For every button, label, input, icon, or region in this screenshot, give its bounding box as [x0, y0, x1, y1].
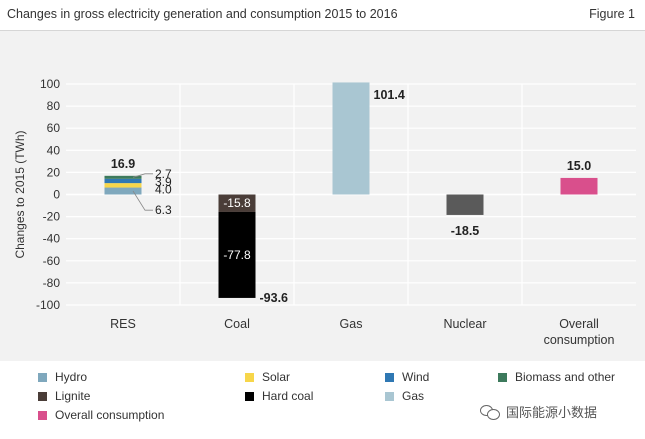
bar-lignite — [218, 194, 256, 212]
y-tick-label: 80 — [47, 99, 61, 113]
legend-item: Hard coal — [245, 389, 313, 403]
y-tick-label: -40 — [43, 232, 61, 246]
watermark: 国际能源小数据 — [480, 402, 597, 421]
data-label-res-total: 16.9 — [111, 157, 135, 171]
x-tick-label: Gas — [340, 317, 363, 331]
bar-solar — [104, 183, 142, 188]
legend-label: Gas — [402, 389, 425, 403]
legend-swatch — [38, 410, 47, 420]
legend-item: Overall consumption — [38, 408, 164, 422]
legend-swatch — [38, 372, 47, 382]
figure-number: Figure 1 — [589, 7, 635, 21]
x-tick-label: Nuclear — [443, 317, 486, 331]
legend-item: Biomass and other — [498, 370, 615, 384]
y-tick-label: 0 — [53, 188, 60, 202]
y-tick-label: -20 — [43, 210, 61, 224]
legend-swatch — [38, 391, 47, 401]
data-label-gas: 101.4 — [374, 88, 405, 102]
callout-line — [132, 173, 153, 178]
callout-line — [132, 190, 153, 211]
legend-swatch — [245, 391, 254, 401]
legend-item: Hydro — [38, 370, 87, 384]
legend-swatch — [498, 372, 507, 382]
wechat-icon — [480, 404, 500, 420]
bar-nuclear — [446, 194, 484, 215]
legend-swatch — [385, 391, 394, 401]
legend-item: Gas — [385, 389, 424, 403]
title-bar: Changes in gross electricity generation … — [0, 0, 645, 31]
data-label-hydro: 6.3 — [155, 203, 172, 217]
legend-item: Solar — [245, 370, 290, 384]
legend: Hydro Solar Wind Biomass and other Lignite Ha… — [0, 362, 645, 439]
bar-hard-coal — [218, 211, 256, 298]
x-tick-label: RES — [110, 317, 136, 331]
legend-label: Lignite — [55, 389, 91, 403]
bar-gas — [332, 82, 370, 195]
legend-label: Overall consumption — [55, 408, 165, 422]
x-tick-label: consumption — [544, 333, 615, 347]
legend-item: Lignite — [38, 389, 90, 403]
y-tick-label: -80 — [43, 276, 61, 290]
data-label-coal-total: -93.6 — [260, 291, 289, 305]
legend-label: Hard coal — [262, 389, 314, 403]
data-label-nuclear: -18.5 — [451, 224, 480, 238]
y-tick-label: -100 — [36, 298, 60, 312]
legend-swatch — [385, 372, 394, 382]
y-tick-label: 20 — [47, 165, 61, 179]
y-tick-label: 60 — [47, 121, 61, 135]
y-axis-label: Changes to 2015 (TWh) — [13, 130, 27, 258]
bar-biomass-and-other — [104, 175, 142, 179]
data-label-lignite: -15.8 — [223, 196, 251, 210]
x-tick-label: Overall — [559, 317, 599, 331]
data-label-hard-coal: -77.8 — [223, 248, 251, 262]
legend-label: Hydro — [55, 370, 88, 384]
x-tick-label: Coal — [224, 317, 250, 331]
y-tick-label: -60 — [43, 254, 61, 268]
bar-hydro — [104, 187, 142, 195]
bar-overall-consumption — [560, 177, 598, 195]
y-tick-label: 100 — [40, 77, 60, 91]
legend-label: Solar — [262, 370, 291, 384]
legend-label: Biomass and other — [515, 370, 616, 384]
y-tick-label: 40 — [47, 143, 61, 157]
legend-label: Wind — [402, 370, 430, 384]
data-label-overall: 15.0 — [567, 159, 591, 173]
watermark-text: 国际能源小数据 — [506, 405, 598, 420]
bar-chart: 100 80 60 40 20 0 -20 -40 -60 -80 -100 Changes to 2… — [13, 77, 636, 347]
data-label-biomass: 2.7 — [155, 167, 172, 181]
bar-wind — [104, 178, 142, 184]
legend-item: Wind — [385, 370, 429, 384]
plot-background — [0, 31, 645, 361]
data-label-wind: 3.9 — [155, 175, 172, 189]
data-label-solar: 4.0 — [155, 183, 172, 197]
chart-title: Changes in gross electricity generation … — [7, 7, 398, 21]
legend-swatch — [245, 372, 254, 382]
